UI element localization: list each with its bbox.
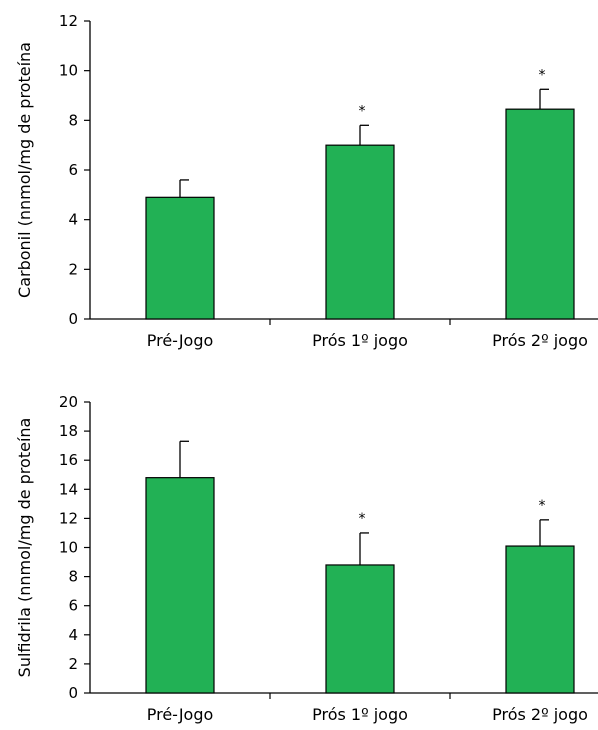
bar bbox=[145, 196, 215, 320]
chart-1: 0 2 4 6 8 10 12 Carbonil (nnmol/mg de proteína P… bbox=[15, 12, 598, 350]
bar bbox=[505, 545, 575, 694]
y-tick-label: 8 bbox=[68, 568, 78, 586]
y-tick-label: 18 bbox=[59, 422, 78, 440]
category-label: Prós 1º jogo bbox=[312, 705, 408, 724]
bar bbox=[325, 564, 395, 694]
y-tick-label: 8 bbox=[68, 111, 78, 129]
y-tick-label: 0 bbox=[68, 684, 78, 702]
y-tick-label: 10 bbox=[59, 62, 78, 80]
bar bbox=[145, 477, 215, 694]
y-tick-label: 2 bbox=[68, 655, 78, 673]
y-tick-label: 14 bbox=[59, 480, 78, 498]
significance-marker: * bbox=[359, 511, 366, 527]
y-axis-label: Sulfidrila (nnmol/mg de proteína bbox=[15, 418, 34, 678]
bar bbox=[505, 108, 575, 320]
category-label: Prós 2º jogo bbox=[492, 705, 588, 724]
y-tick-label: 2 bbox=[68, 260, 78, 278]
y-tick-label: 12 bbox=[59, 12, 78, 30]
y-tick-label: 0 bbox=[68, 310, 78, 328]
category-label: Pré-Jogo bbox=[147, 331, 214, 350]
y-tick-label: 4 bbox=[68, 211, 78, 229]
y-tick-label: 12 bbox=[59, 509, 78, 527]
category-label: Prós 2º jogo bbox=[492, 331, 588, 350]
bar bbox=[325, 144, 395, 320]
chart-2: 0 2 4 6 8 10 12 14 16 18 20 Sulfidrila (nnmol/mg de… bbox=[15, 393, 598, 724]
y-axis-label: Carbonil (nnmol/mg de proteína bbox=[15, 42, 34, 298]
category-label: Pré-Jogo bbox=[147, 705, 214, 724]
category-label: Prós 1º jogo bbox=[312, 331, 408, 350]
y-tick-label: 6 bbox=[68, 161, 78, 179]
y-tick-label: 10 bbox=[59, 539, 78, 557]
significance-marker: * bbox=[539, 498, 546, 514]
y-tick-label: 20 bbox=[59, 393, 78, 411]
y-tick-label: 16 bbox=[59, 451, 78, 469]
y-tick-label: 6 bbox=[68, 597, 78, 615]
y-tick-label: 4 bbox=[68, 626, 78, 644]
significance-marker: * bbox=[539, 67, 546, 83]
significance-marker: * bbox=[359, 103, 366, 119]
